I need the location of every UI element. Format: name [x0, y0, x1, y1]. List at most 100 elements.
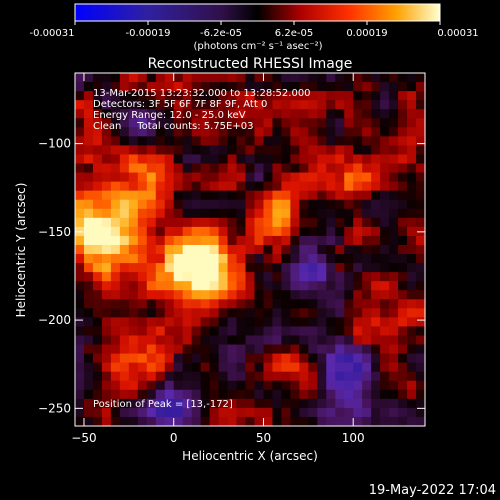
heatmap-cell [236, 317, 247, 328]
heatmap-cell [92, 82, 103, 92]
heatmap-cell [75, 235, 85, 246]
heatmap-cell [344, 344, 354, 355]
heatmap-cell [218, 244, 229, 255]
heatmap-cell [101, 190, 112, 201]
heatmap-cell [407, 362, 417, 373]
heatmap-cell [362, 91, 372, 101]
heatmap-cell [227, 344, 238, 355]
heatmap-cell [353, 281, 363, 291]
heatmap-cell [128, 407, 139, 418]
heatmap-cell [335, 335, 345, 346]
info-time-range: 13-Mar-2015 13:23:32.000 to 13:28:52.000 [93, 88, 311, 99]
heatmap-cell [398, 109, 408, 119]
heatmap-cell [290, 100, 300, 110]
heatmap-cell [380, 181, 390, 192]
heatmap-cell [173, 299, 184, 309]
heatmap-cell [83, 272, 94, 282]
heatmap-cell [191, 380, 202, 391]
info-energy-range: Energy Range: 12.0 - 25.0 keV [93, 110, 246, 121]
heatmap-cell [83, 398, 94, 409]
heatmap-cell [119, 217, 130, 228]
heatmap-cell [344, 226, 354, 237]
heatmap-cell [227, 308, 238, 318]
heatmap-cell [236, 100, 247, 110]
heatmap-cell [272, 244, 283, 255]
heatmap-cell [317, 244, 327, 255]
heatmap-cell [308, 100, 318, 110]
heatmap-cell [182, 389, 193, 400]
heatmap-cell [191, 136, 202, 147]
heatmap-cell [407, 127, 417, 137]
heatmap-cell [272, 272, 283, 282]
heatmap-cell [380, 398, 390, 409]
heatmap-cell [290, 163, 300, 174]
heatmap-cell [245, 335, 256, 346]
heatmap-cell [155, 398, 166, 409]
heatmap-cell [191, 91, 202, 101]
heatmap-cell [407, 235, 417, 246]
heatmap-cell [389, 326, 399, 337]
heatmap-cell [236, 353, 247, 364]
heatmap-cell [380, 389, 390, 400]
heatmap-cell [353, 163, 363, 174]
heatmap-cell [75, 362, 85, 373]
heatmap-cell [299, 326, 309, 337]
heatmap-cell [380, 226, 390, 237]
heatmap-cell [200, 145, 211, 156]
heatmap-cell [254, 136, 265, 147]
heatmap-cell [353, 299, 363, 309]
plot-frame [74, 72, 426, 427]
heatmap-cell [227, 226, 238, 237]
heatmap-cell [335, 371, 345, 382]
heatmap-cell [335, 136, 345, 147]
heatmap-cell [209, 136, 220, 147]
heatmap-cell [164, 290, 175, 300]
heatmap-cell [308, 290, 318, 300]
heatmap-cell [389, 281, 399, 291]
heatmap-cell [299, 145, 309, 156]
heatmap-cell [254, 290, 265, 300]
heatmap-cell [326, 344, 336, 355]
heatmap-cell [326, 73, 336, 83]
heatmap-cell [263, 263, 274, 273]
heatmap-cell [83, 308, 94, 318]
heatmap-cell [83, 91, 94, 101]
heatmap-cell [371, 136, 381, 147]
heatmap-cell [398, 145, 408, 156]
heatmap-cell [75, 308, 85, 318]
heatmap-cell [254, 353, 265, 364]
heatmap-cell [92, 272, 103, 282]
heatmap-cell [182, 109, 193, 119]
heatmap-cell [110, 407, 121, 418]
heatmap-cell [164, 353, 175, 364]
heatmap-cell [353, 217, 363, 228]
heatmap-cell [128, 380, 139, 391]
heatmap-cell [164, 127, 175, 137]
heatmap-cell [362, 244, 372, 255]
heatmap-cell [389, 163, 399, 174]
heatmap-cell [317, 281, 327, 291]
heatmap-cell [371, 389, 381, 400]
heatmap-cell [110, 226, 121, 237]
heatmap-cell [83, 389, 94, 400]
heatmap-cell [92, 371, 103, 382]
heatmap-cell [137, 290, 148, 300]
heatmap-cell [101, 398, 112, 409]
heatmap-cell [299, 73, 309, 83]
heatmap-cell [371, 299, 381, 309]
heatmap-cell [263, 208, 274, 219]
heatmap-cell [218, 154, 229, 165]
heatmap-cell [317, 308, 327, 318]
heatmap-cell [362, 73, 372, 83]
heatmap-cell [173, 136, 184, 147]
heatmap-cell [119, 290, 130, 300]
heatmap-cell [407, 91, 417, 101]
heatmap-cell [335, 308, 345, 318]
heatmap-cell [407, 398, 417, 409]
heatmap-cell [371, 163, 381, 174]
heatmap-cell [110, 100, 121, 110]
heatmap-cell [75, 244, 85, 255]
heatmap-cell [263, 362, 274, 373]
heatmap-cell [119, 416, 130, 427]
heatmap-cell [236, 181, 247, 192]
